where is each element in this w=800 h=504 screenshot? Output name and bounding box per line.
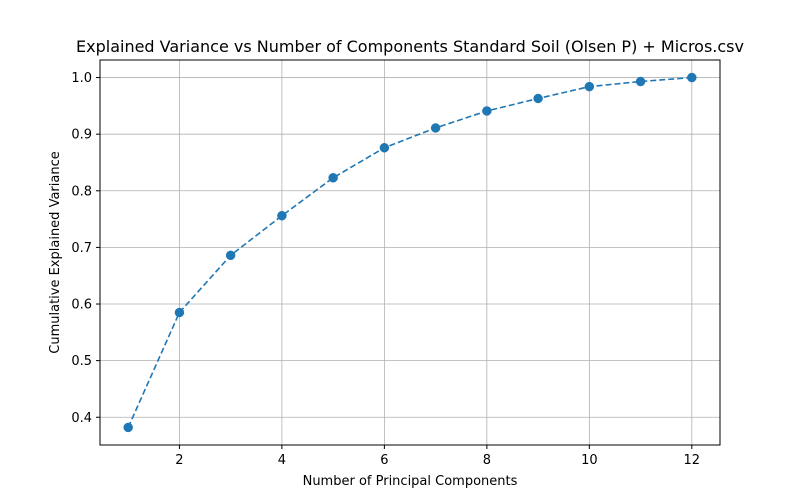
data-point: [482, 106, 492, 116]
plot-frame: [99, 59, 721, 446]
data-point: [635, 76, 646, 87]
data-point: [379, 143, 390, 153]
x-tick-label: 10: [581, 453, 598, 468]
y-axis-label: Cumulative Explained Variance: [48, 151, 63, 353]
data-point: [277, 210, 287, 221]
x-tick-label: 4: [278, 453, 286, 468]
data-point: [533, 93, 543, 104]
chart-title: Explained Variance vs Number of Componen…: [76, 37, 744, 56]
data-point: [225, 250, 236, 261]
x-tick-label: 2: [175, 453, 183, 468]
grid-lines: [100, 60, 720, 445]
data-point: [430, 123, 441, 133]
series-line: [127, 76, 692, 428]
y-tick-label: 0.9: [71, 128, 92, 143]
series-layer: [123, 72, 697, 433]
x-axis-label: Number of Principal Components: [303, 474, 518, 489]
y-tick-label: 1.0: [71, 71, 92, 86]
y-tick-label: 0.5: [71, 354, 92, 369]
y-tick-label: 0.8: [71, 184, 92, 199]
x-tick-label: 12: [684, 453, 701, 468]
y-tick-label: 0.4: [71, 411, 92, 426]
data-point: [328, 173, 338, 183]
y-tick-label: 0.6: [71, 298, 92, 313]
y-tick-label: 0.7: [71, 241, 92, 256]
data-point: [174, 307, 185, 318]
data-point: [123, 422, 133, 433]
data-point: [584, 81, 595, 92]
x-tick-label: 8: [483, 453, 491, 468]
x-tick-label: 6: [380, 453, 388, 468]
data-point: [687, 72, 697, 83]
tick-layer: 2 4 6 8 10 12 0.4 0.5 0.6 0.7 0.8 0.9 1.0: [71, 71, 700, 468]
